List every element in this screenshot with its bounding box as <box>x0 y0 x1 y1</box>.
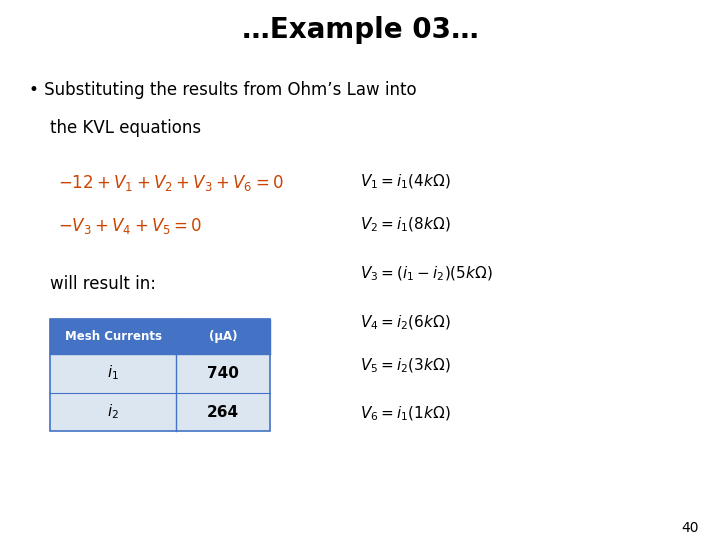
Text: $V_4 = i_2(6k\Omega)$: $V_4 = i_2(6k\Omega)$ <box>360 313 451 332</box>
Text: Mesh Currents: Mesh Currents <box>65 329 162 343</box>
Text: 264: 264 <box>207 404 239 420</box>
Text: $V_3 = (i_1 - i_2)(5k\Omega)$: $V_3 = (i_1 - i_2)(5k\Omega)$ <box>360 265 492 283</box>
FancyBboxPatch shape <box>50 354 270 393</box>
Text: $V_2 = i_1(8k\Omega)$: $V_2 = i_1(8k\Omega)$ <box>360 216 451 234</box>
FancyBboxPatch shape <box>50 319 270 354</box>
Text: $i_1$: $i_1$ <box>107 364 120 382</box>
Text: • Substituting the results from Ohm’s Law into: • Substituting the results from Ohm’s La… <box>29 81 416 99</box>
Text: …Example 03…: …Example 03… <box>242 16 478 44</box>
Text: $-V_3 + V_4 + V_5 = 0$: $-V_3 + V_4 + V_5 = 0$ <box>58 216 202 236</box>
Text: $i_2$: $i_2$ <box>107 403 120 421</box>
Text: (μA): (μA) <box>209 329 238 343</box>
Text: $V_5 = i_2(3k\Omega)$: $V_5 = i_2(3k\Omega)$ <box>360 356 451 375</box>
Text: $-12 + V_1 + V_2 + V_3 + V_6 = 0$: $-12 + V_1 + V_2 + V_3 + V_6 = 0$ <box>58 173 283 193</box>
FancyBboxPatch shape <box>50 393 270 431</box>
Text: will result in:: will result in: <box>50 275 156 293</box>
Text: 740: 740 <box>207 366 239 381</box>
Text: $V_6 = i_1(1k\Omega)$: $V_6 = i_1(1k\Omega)$ <box>360 405 451 423</box>
Text: the KVL equations: the KVL equations <box>50 119 202 137</box>
Text: 40: 40 <box>681 521 698 535</box>
Text: $V_1 = i_1(4k\Omega)$: $V_1 = i_1(4k\Omega)$ <box>360 173 451 191</box>
